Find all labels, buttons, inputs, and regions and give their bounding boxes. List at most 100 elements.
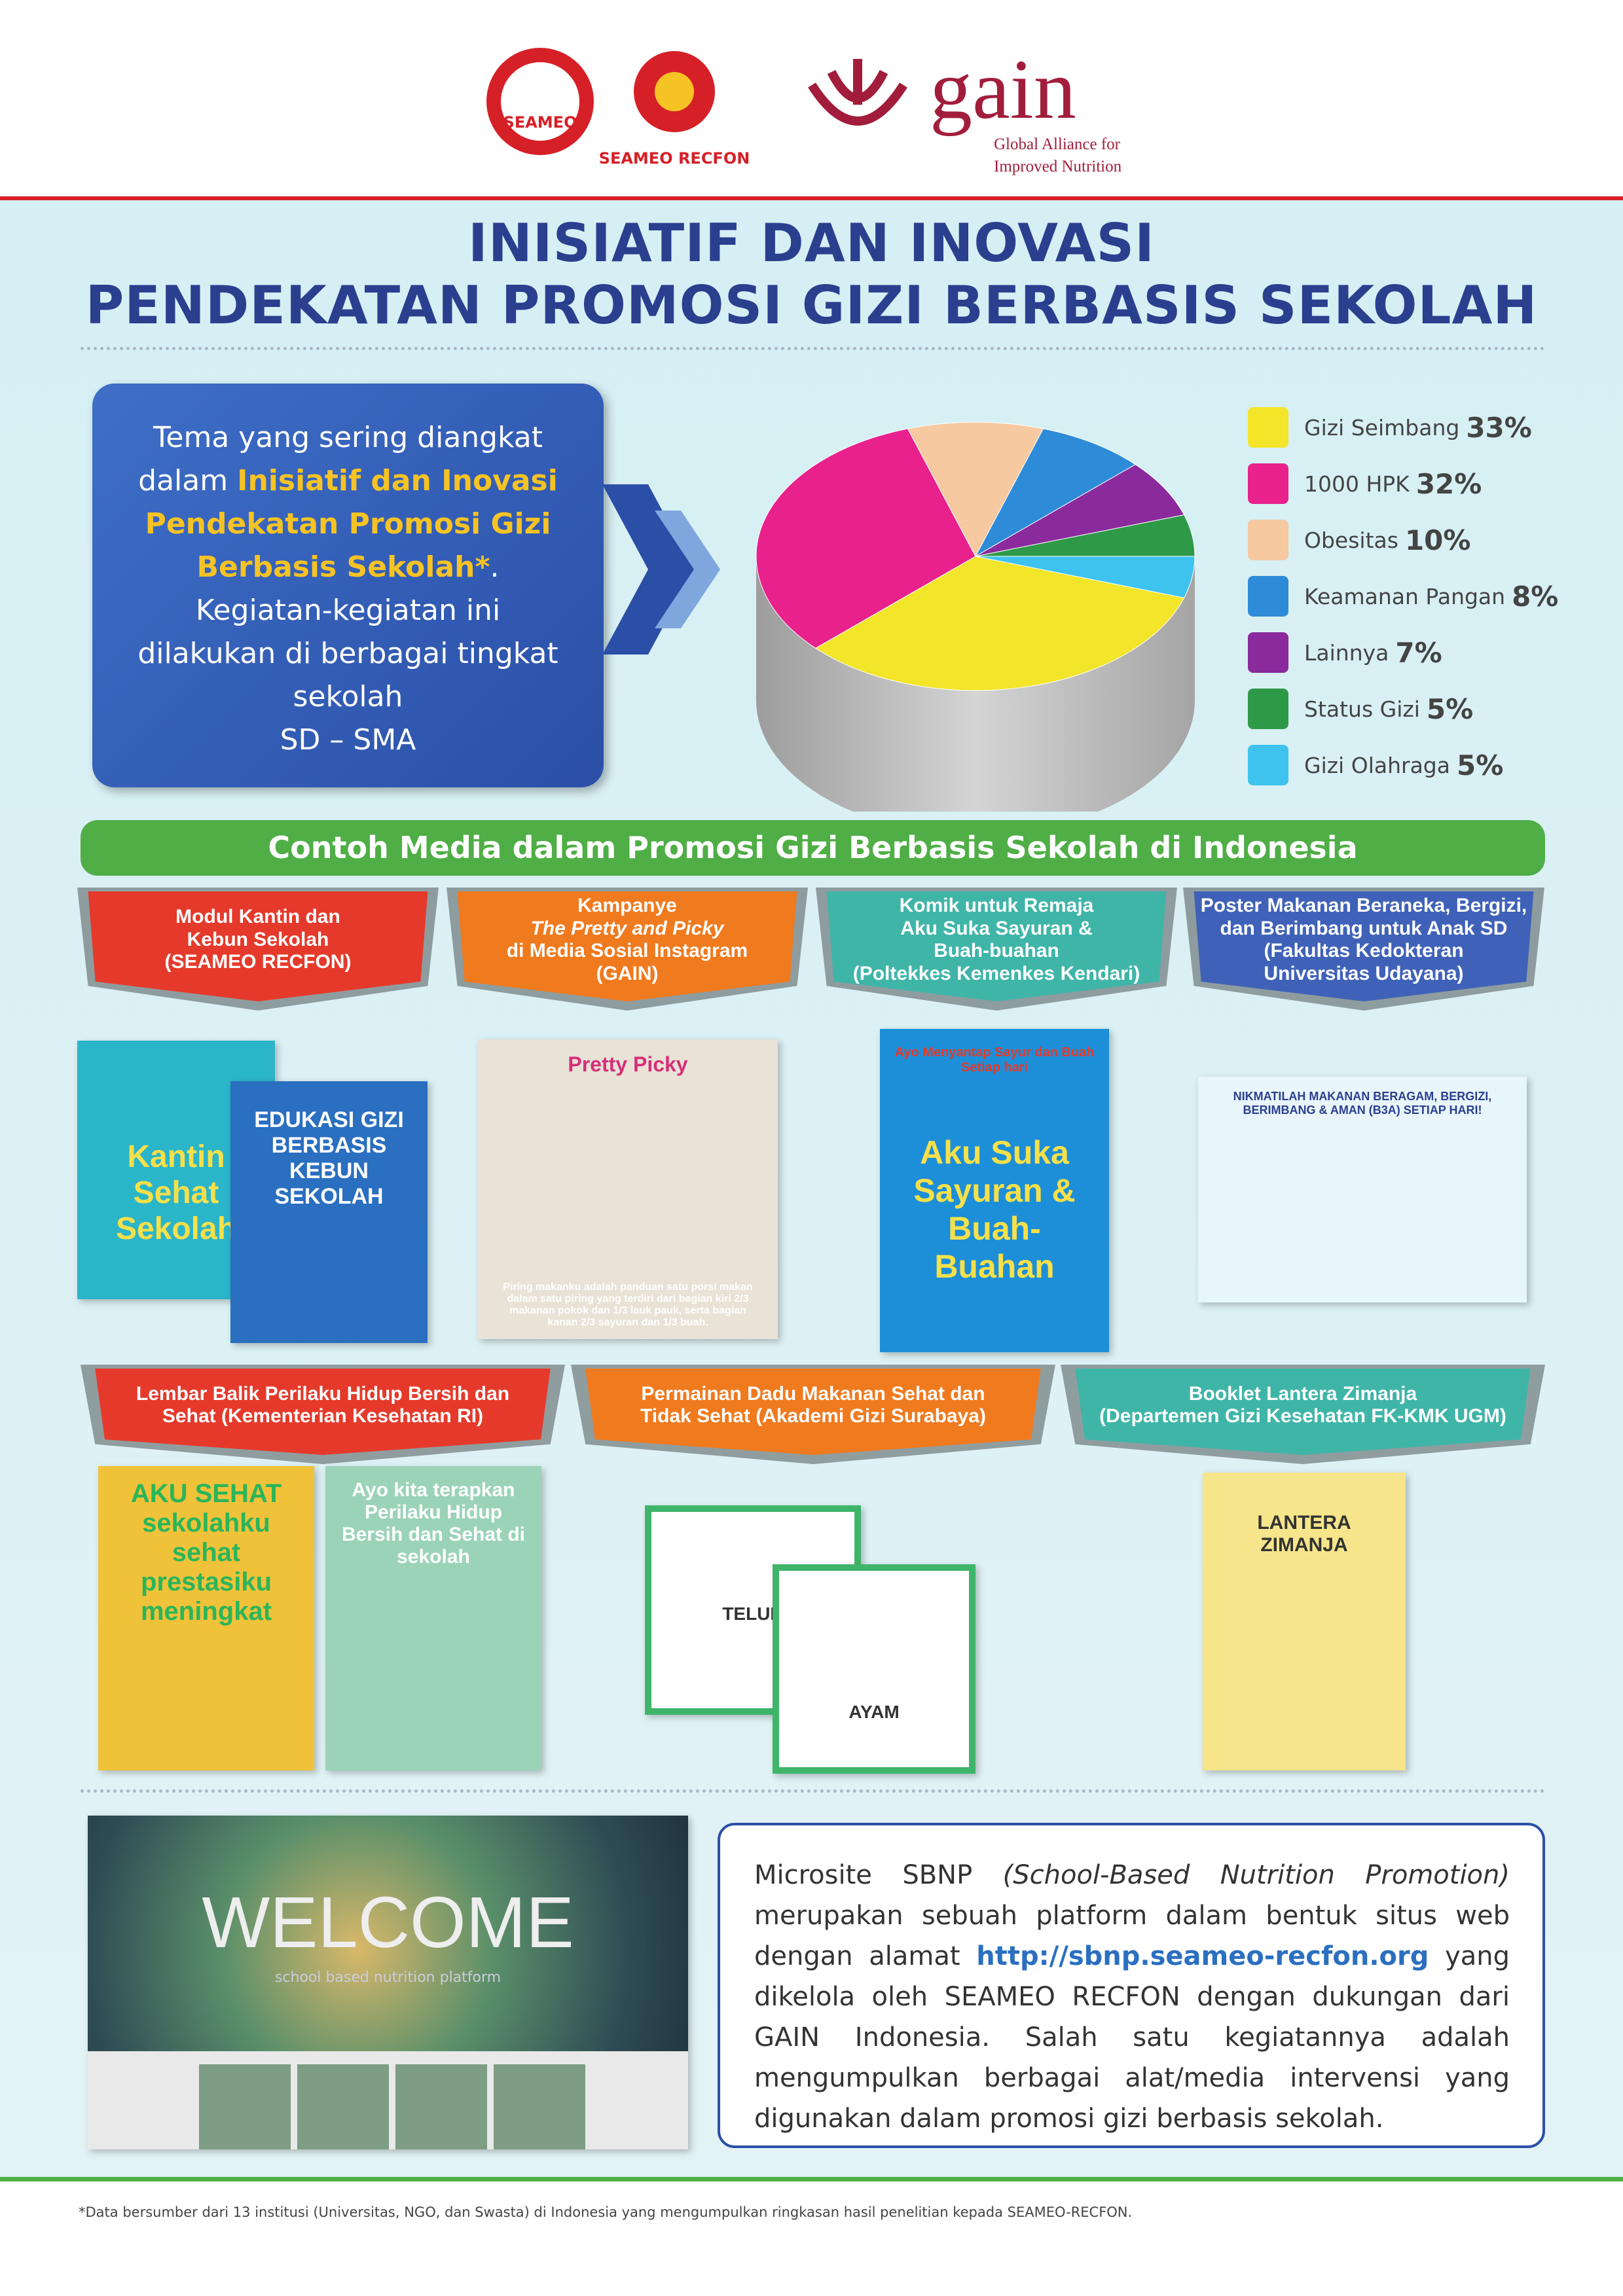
header: SEAMEO SEAMEO RECFON gain Global Allianc… bbox=[486, 43, 1122, 175]
pie-slice bbox=[975, 556, 1195, 598]
ribbon-title: di Media Sosial Instagram bbox=[506, 940, 748, 961]
media-image: AKU SEHAT sekolahku sehat prestasiku men… bbox=[98, 1466, 314, 1770]
footer-rule bbox=[0, 2177, 1623, 2181]
legend-label: Obesitas bbox=[1304, 527, 1398, 553]
ribbon: Booklet Lantera Zimanja (Departemen Gizi … bbox=[1075, 1369, 1531, 1455]
image-text: LANTERA ZIMANJA bbox=[1257, 1512, 1351, 1556]
legend-swatch bbox=[1248, 576, 1288, 617]
ribbon-title: Universitas Udayana) bbox=[1264, 962, 1464, 984]
ribbon: Poster Makanan Beraneka, Bergizi, dan Ber… bbox=[1194, 891, 1534, 1001]
ribbon-title: Modul Kantin dan bbox=[175, 906, 340, 928]
legend-entry: Gizi Olahraga 5% bbox=[1248, 737, 1588, 793]
pie-chart bbox=[756, 422, 1195, 812]
menu-bar bbox=[88, 2051, 688, 2149]
media-image: EDUKASI GIZI BERBASIS KEBUN SEKOLAH bbox=[230, 1081, 428, 1343]
microsite-link[interactable]: http://sbnp.seameo-recfon.org bbox=[976, 1941, 1429, 1971]
image-text: Aku Suka Sayuran & Buah-Buahan bbox=[913, 1134, 1076, 1285]
pie-slice bbox=[907, 422, 1044, 558]
seameo-label: SEAMEO bbox=[503, 113, 577, 132]
media-image: Pretty Picky Piring makanku adalah pandua… bbox=[478, 1039, 778, 1339]
gain-tagline: Global Alliance for bbox=[994, 135, 1121, 153]
ribbon-title: Poster Makanan Beraneka, Bergizi, bbox=[1200, 895, 1527, 916]
legend-entry: Keamanan Pangan 8% bbox=[1248, 568, 1588, 624]
ribbon-title: The Pretty and Picky bbox=[530, 917, 724, 939]
ribbon-title: Sehat (Kementerian Kesehatan RI) bbox=[162, 1405, 484, 1427]
ribbon-title: Tidak Sehat (Akademi Gizi Surabaya) bbox=[640, 1405, 986, 1427]
ribbon-title: (Departemen Gizi Kesehatan FK-KMK UGM) bbox=[1099, 1405, 1506, 1427]
ribbon: Komik untuk Remaja Aku Suka Sayuran & Buah… bbox=[826, 891, 1167, 1001]
legend-value: 7% bbox=[1395, 636, 1442, 669]
header-rule bbox=[0, 196, 1623, 200]
ribbon: Lembar Balik Perilaku Hidup Bersih dan Se… bbox=[95, 1369, 551, 1455]
chevrons bbox=[602, 484, 720, 655]
media-image: LANTERA ZIMANJA bbox=[1203, 1473, 1406, 1770]
legend-entry: Lainnya 7% bbox=[1248, 624, 1588, 681]
image-text: AYAM bbox=[848, 1702, 900, 1722]
media-image: Ayo kita terapkan Perilaku Hidup Bersih … bbox=[325, 1466, 541, 1770]
pie-slice bbox=[974, 428, 1137, 558]
legend-label: Gizi Seimbang bbox=[1304, 414, 1460, 440]
image-text: EDUKASI GIZI BERBASIS KEBUN SEKOLAH bbox=[254, 1107, 404, 1209]
ribbon: Permainan Dadu Makanan Sehat dan Tidak Se… bbox=[585, 1369, 1041, 1455]
legend-value: 8% bbox=[1512, 580, 1559, 613]
image-text: AKU SEHAT sekolahku sehat prestasiku men… bbox=[130, 1479, 282, 1626]
intro-text: SD – SMA bbox=[280, 723, 416, 757]
ribbon-title: Permainan Dadu Makanan Sehat dan bbox=[641, 1382, 985, 1405]
ribbon: Kampanye The Pretty and Picky di Media Sos… bbox=[457, 891, 797, 1001]
pie-slice bbox=[814, 556, 1185, 691]
microsite-text: merupakan sebuah platform dalam bentuk s… bbox=[754, 1901, 1510, 1971]
microsite-box: Microsite SBNP (School-Based Nutrition P… bbox=[718, 1823, 1545, 2148]
legend-value: 33% bbox=[1466, 411, 1532, 444]
image-text: Kantin Sehat Sekolah bbox=[115, 1139, 237, 1246]
legend-entry: Obesitas 10% bbox=[1248, 512, 1588, 568]
image-text: Pretty Picky bbox=[568, 1052, 688, 1076]
legend-label: Lainnya bbox=[1304, 639, 1389, 666]
ribbon-title: Lembar Balik Perilaku Hidup Bersih dan bbox=[136, 1382, 510, 1405]
ribbon-title: dan Berimbang untuk Anak SD bbox=[1220, 917, 1508, 939]
intro-box: Tema yang sering diangkat dalam Inisiati… bbox=[92, 384, 604, 787]
ribbon-title: Komik untuk Remaja bbox=[899, 895, 1094, 916]
intro-text: . Kegiatan-kegiatan ini dilakukan di ber… bbox=[137, 550, 558, 713]
media-image: AYAM bbox=[773, 1564, 976, 1774]
title: INISIATIF DAN INOVASI bbox=[468, 213, 1155, 274]
pie-slice bbox=[975, 464, 1185, 557]
ribbon-title: (SEAMEO RECFON) bbox=[164, 951, 352, 973]
ribbon-title: Booklet Lantera Zimanja bbox=[1188, 1382, 1417, 1405]
ribbon-title: (Poltekkes Kemenkes Kendari) bbox=[852, 962, 1140, 984]
legend-entry: 1000 HPK 32% bbox=[1248, 456, 1588, 512]
legend-swatch bbox=[1248, 463, 1288, 504]
divider bbox=[81, 1789, 1545, 1793]
welcome-text: WELCOME bbox=[202, 1882, 574, 1963]
intro-text: Tema yang sering diangkat dalam bbox=[138, 421, 543, 497]
image-text: NIKMATILAH MAKANAN BERAGAM, BERGIZI, BER… bbox=[1233, 1090, 1492, 1117]
legend-swatch bbox=[1248, 520, 1288, 560]
legend-label: Status Gizi bbox=[1304, 696, 1420, 722]
media-image: NIKMATILAH MAKANAN BERAGAM, BERGIZI, BER… bbox=[1198, 1077, 1527, 1302]
ribbon-title: (GAIN) bbox=[596, 962, 659, 984]
legend-value: 10% bbox=[1404, 524, 1471, 556]
image-text: Piring makanku adalah panduan satu porsi… bbox=[503, 1282, 753, 1328]
legend-entry: Gizi Seimbang 33% bbox=[1248, 399, 1588, 456]
legend-value: 5% bbox=[1426, 692, 1474, 725]
gain-tagline: Improved Nutrition bbox=[994, 158, 1122, 175]
ribbon-title: Kebun Sekolah bbox=[187, 928, 329, 950]
ribbon-title: Kampanye bbox=[577, 895, 677, 916]
microsite-screenshot: WELCOME school based nutrition platform bbox=[88, 1816, 688, 2149]
ribbon-title: (Fakultas Kedokteran bbox=[1264, 940, 1464, 961]
legend-entry: Status Gizi 5% bbox=[1248, 681, 1588, 737]
legend-value: 5% bbox=[1456, 749, 1504, 781]
welcome-sub: school based nutrition platform bbox=[274, 1969, 501, 1986]
legend-swatch bbox=[1248, 689, 1288, 729]
ribbon-title: Aku Suka Sayuran & bbox=[900, 917, 1093, 939]
legend-label: Keamanan Pangan bbox=[1304, 583, 1506, 609]
legend-swatch bbox=[1248, 745, 1288, 785]
section-banner: Contoh Media dalam Promosi Gizi Berbasis… bbox=[81, 820, 1545, 876]
pie-slice bbox=[756, 428, 976, 649]
legend-swatch bbox=[1248, 632, 1288, 673]
gain-logo: gain bbox=[930, 43, 1076, 137]
ribbon-title: Buah-buahan bbox=[934, 940, 1059, 961]
media-image: Ayo Menyantap Sayur dan Buah Setiap hari… bbox=[880, 1029, 1109, 1352]
legend: Gizi Seimbang 33% 1000 HPK 32% Obesitas 10% Ke… bbox=[1248, 399, 1588, 793]
ribbon: Modul Kantin dan Kebun Sekolah (SEAMEO REC… bbox=[88, 891, 428, 1001]
